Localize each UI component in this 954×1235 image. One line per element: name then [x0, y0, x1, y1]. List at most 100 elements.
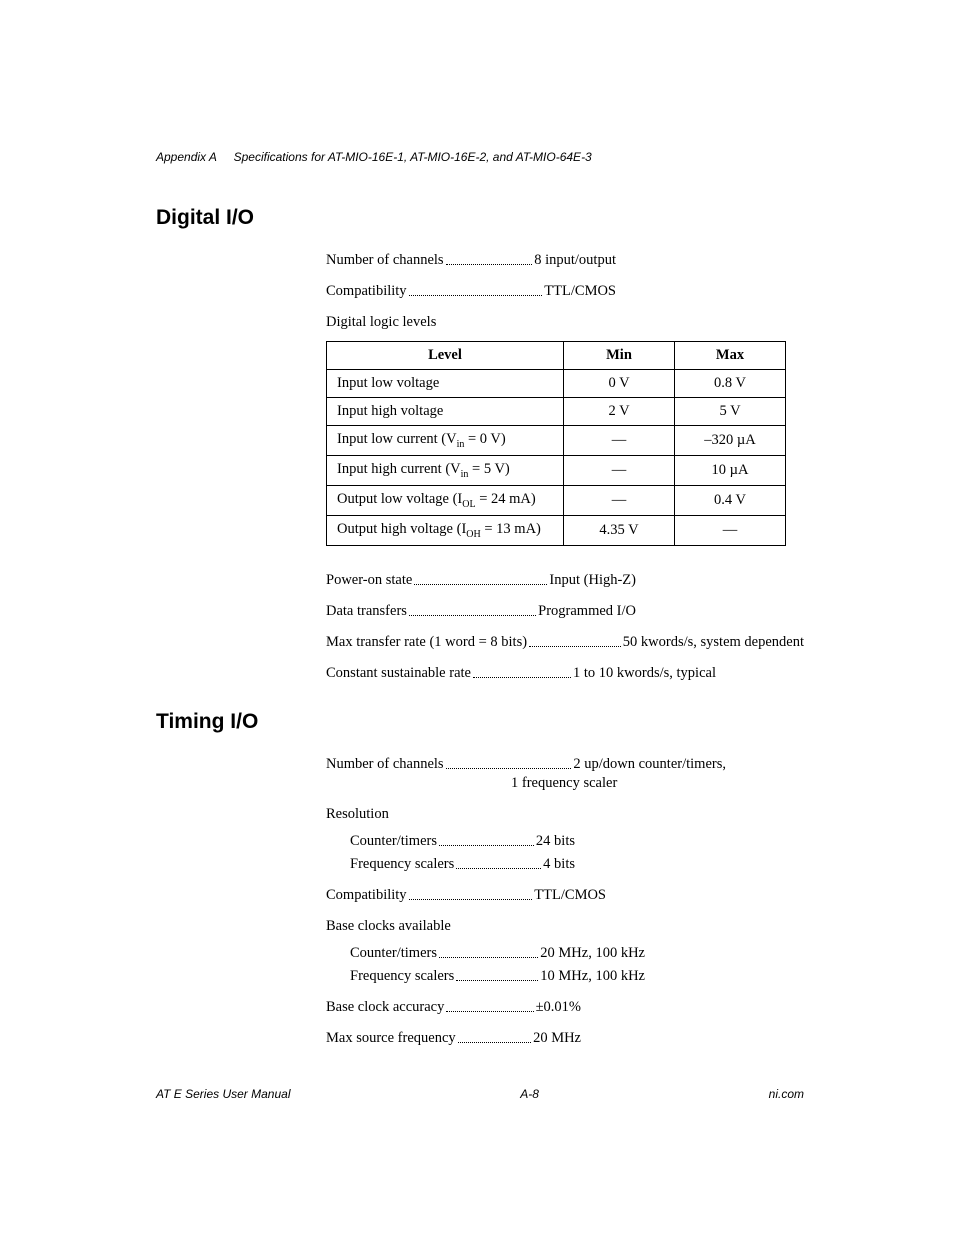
- appendix-title: Specifications for AT-MIO-16E-1, AT-MIO-…: [234, 150, 592, 164]
- table-row: Input high voltage2 V5 V: [327, 398, 786, 426]
- spec-dots: [446, 756, 572, 769]
- spec-value: TTL/CMOS: [534, 887, 606, 904]
- cell-level: Input high voltage: [327, 398, 564, 426]
- col-level: Level: [327, 342, 564, 370]
- col-min: Min: [564, 342, 675, 370]
- spec-label: Data transfers: [326, 603, 407, 620]
- appendix-label: Appendix A: [156, 150, 217, 164]
- spec-label: Max source frequency: [326, 1030, 456, 1047]
- section-heading-digital-io: Digital I/O: [156, 206, 804, 230]
- spec-line: Data transfers Programmed I/O: [326, 603, 636, 620]
- spec-value: 8 input/output: [534, 252, 616, 269]
- spec-dots: [529, 634, 621, 647]
- page-footer: AT E Series User Manual A-8 ni.com: [156, 1087, 804, 1101]
- spec-line: Counter/timers 20 MHz, 100 kHz: [350, 945, 645, 962]
- cell-level: Output high voltage (IOH = 13 mA): [327, 515, 564, 545]
- spec-label: Compatibility: [326, 887, 407, 904]
- spec-value: 4 bits: [543, 856, 575, 873]
- spec-line: Constant sustainable rate 1 to 10 kwords/…: [326, 665, 716, 682]
- spec-value: 50 kwords/s, system dependent: [623, 634, 804, 651]
- spec-value: ±0.01%: [536, 999, 581, 1016]
- logic-levels-label: Digital logic levels: [326, 314, 804, 331]
- cell-min: 4.35 V: [564, 515, 675, 545]
- spec-dots: [439, 945, 538, 958]
- baseclocks-label: Base clocks available: [326, 918, 804, 935]
- spec-label: Counter/timers: [350, 833, 437, 850]
- spec-value: 2 up/down counter/timers,: [573, 756, 726, 773]
- spec-line: Max source frequency 20 MHz: [326, 1030, 581, 1047]
- spec-line: Max transfer rate (1 word = 8 bits) 50 kw…: [326, 634, 804, 651]
- cell-max: —: [675, 515, 786, 545]
- spec-value: Input (High-Z): [549, 572, 636, 589]
- spec-label: Number of channels: [326, 252, 444, 269]
- spec-dots: [458, 1030, 531, 1043]
- spec-dots: [409, 603, 536, 616]
- col-max: Max: [675, 342, 786, 370]
- cell-level: Input low voltage: [327, 370, 564, 398]
- spec-label: Frequency scalers: [350, 968, 454, 985]
- cell-max: 10 µA: [675, 455, 786, 485]
- spec-line: Counter/timers 24 bits: [350, 833, 575, 850]
- spec-label: Compatibility: [326, 283, 407, 300]
- spec-dots: [456, 968, 538, 981]
- spec-label: Power-on state: [326, 572, 412, 589]
- spec-value: Programmed I/O: [538, 603, 636, 620]
- spec-value-line2: 1 frequency scaler: [511, 775, 804, 792]
- cell-min: 0 V: [564, 370, 675, 398]
- cell-max: 0.8 V: [675, 370, 786, 398]
- spec-value: TTL/CMOS: [544, 283, 616, 300]
- spec-line: Compatibility TTL/CMOS: [326, 283, 616, 300]
- spec-dots: [446, 252, 533, 265]
- spec-label: Frequency scalers: [350, 856, 454, 873]
- table-row: Input low voltage0 V0.8 V: [327, 370, 786, 398]
- spec-line: Base clock accuracy ±0.01%: [326, 999, 581, 1016]
- resolution-label: Resolution: [326, 806, 804, 823]
- spec-dots: [414, 572, 547, 585]
- spec-value: 1 to 10 kwords/s, typical: [573, 665, 716, 682]
- spec-value: 24 bits: [536, 833, 575, 850]
- cell-max: 5 V: [675, 398, 786, 426]
- spec-dots: [456, 856, 541, 869]
- spec-value: 20 MHz: [533, 1030, 581, 1047]
- footer-right: ni.com: [769, 1087, 804, 1101]
- spec-line: Power-on state Input (High-Z): [326, 572, 636, 589]
- table-row: Output high voltage (IOH = 13 mA)4.35 V—: [327, 515, 786, 545]
- table-row: Output low voltage (IOL = 24 mA)—0.4 V: [327, 485, 786, 515]
- spec-line: Frequency scalers 4 bits: [350, 856, 575, 873]
- spec-line: Number of channels 2 up/down counter/tim…: [326, 756, 726, 773]
- cell-max: –320 µA: [675, 426, 786, 456]
- table-header-row: Level Min Max: [327, 342, 786, 370]
- cell-level: Input high current (Vin = 5 V): [327, 455, 564, 485]
- cell-min: —: [564, 485, 675, 515]
- running-head: Appendix A Specifications for AT-MIO-16E…: [156, 150, 804, 164]
- cell-max: 0.4 V: [675, 485, 786, 515]
- spec-label: Constant sustainable rate: [326, 665, 471, 682]
- digital-io-block: Number of channels 8 input/output Compatib…: [326, 252, 804, 682]
- spec-value: 20 MHz, 100 kHz: [540, 945, 645, 962]
- cell-min: —: [564, 455, 675, 485]
- table-row: Input low current (Vin = 0 V)—–320 µA: [327, 426, 786, 456]
- cell-min: 2 V: [564, 398, 675, 426]
- cell-min: —: [564, 426, 675, 456]
- spec-label: Max transfer rate (1 word = 8 bits): [326, 634, 527, 651]
- table-row: Input high current (Vin = 5 V)—10 µA: [327, 455, 786, 485]
- spec-label: Number of channels: [326, 756, 444, 773]
- spec-line: Frequency scalers 10 MHz, 100 kHz: [350, 968, 645, 985]
- spec-dots: [473, 665, 571, 678]
- timing-io-block: Number of channels 2 up/down counter/tim…: [326, 756, 804, 1047]
- spec-dots: [409, 283, 543, 296]
- spec-value: 10 MHz, 100 kHz: [540, 968, 645, 985]
- cell-level: Output low voltage (IOL = 24 mA): [327, 485, 564, 515]
- spec-dots: [439, 833, 534, 846]
- logic-levels-table: Level Min Max Input low voltage0 V0.8 VI…: [326, 341, 786, 546]
- section-heading-timing-io: Timing I/O: [156, 710, 804, 734]
- logic-levels-table-wrap: Level Min Max Input low voltage0 V0.8 VI…: [326, 341, 804, 546]
- spec-label: Base clock accuracy: [326, 999, 444, 1016]
- footer-left: AT E Series User Manual: [156, 1087, 291, 1101]
- spec-dots: [409, 887, 533, 900]
- page: Appendix A Specifications for AT-MIO-16E…: [0, 0, 954, 1161]
- cell-level: Input low current (Vin = 0 V): [327, 426, 564, 456]
- spec-dots: [446, 999, 533, 1012]
- spec-label: Counter/timers: [350, 945, 437, 962]
- spec-line: Compatibility TTL/CMOS: [326, 887, 606, 904]
